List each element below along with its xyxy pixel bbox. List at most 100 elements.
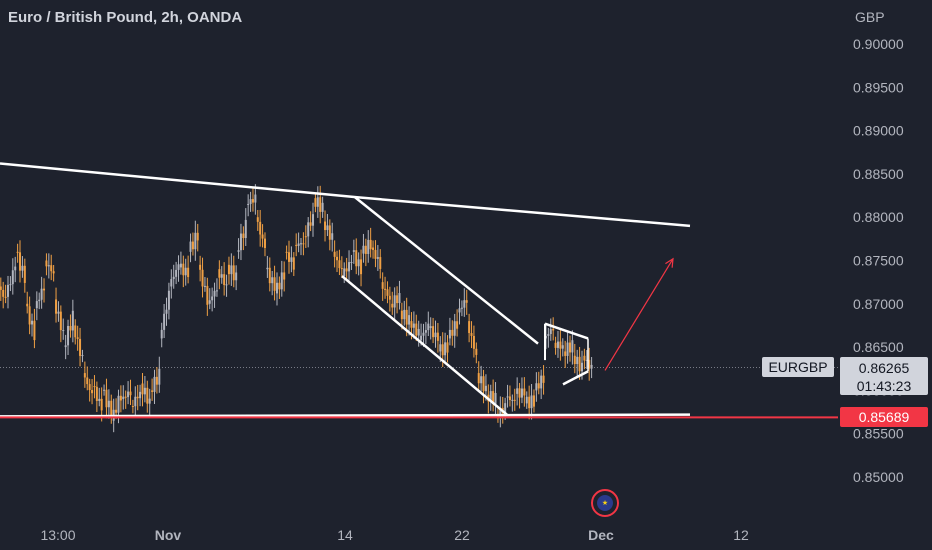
candle-body bbox=[564, 351, 567, 356]
candle-body bbox=[235, 272, 238, 281]
candle-body bbox=[554, 342, 557, 348]
candle-body bbox=[134, 396, 137, 407]
candle-body bbox=[508, 396, 511, 400]
candle-body bbox=[76, 337, 79, 339]
candle-body bbox=[16, 251, 19, 253]
candle-body bbox=[215, 290, 218, 292]
candle-body bbox=[122, 396, 125, 400]
candle-body bbox=[227, 264, 230, 275]
y-tick-label: 0.85500 bbox=[853, 426, 904, 442]
y-tick-label: 0.89500 bbox=[853, 79, 904, 95]
candle-body bbox=[50, 265, 53, 272]
candle-body bbox=[396, 295, 399, 304]
candle-body bbox=[19, 252, 22, 271]
candle-body bbox=[105, 389, 108, 408]
channel-lower-line bbox=[341, 275, 508, 416]
candle-body bbox=[316, 197, 319, 207]
candle-body bbox=[136, 396, 139, 399]
candle-body bbox=[247, 203, 250, 205]
candle-body bbox=[47, 265, 50, 267]
candle-body bbox=[194, 232, 197, 250]
x-tick-label: 14 bbox=[337, 527, 353, 543]
candle-body bbox=[429, 326, 432, 329]
candle-body bbox=[369, 239, 372, 250]
candle-body bbox=[453, 321, 456, 336]
candle-body bbox=[33, 320, 36, 341]
support-line bbox=[0, 413, 691, 418]
candle-body bbox=[348, 262, 351, 272]
candle-body bbox=[324, 221, 327, 231]
candle-body bbox=[376, 257, 379, 259]
candle-body bbox=[261, 234, 264, 239]
candle-body bbox=[460, 307, 463, 309]
candle-body bbox=[556, 341, 559, 348]
candle-body bbox=[504, 403, 507, 414]
candle-body bbox=[338, 260, 341, 269]
candle-body bbox=[309, 222, 312, 226]
x-tick-label: 13:00 bbox=[40, 527, 75, 543]
candle-body bbox=[540, 375, 543, 389]
candle-body bbox=[458, 308, 461, 313]
candle-body bbox=[230, 265, 233, 275]
candle-body bbox=[472, 335, 475, 349]
candle-body bbox=[566, 342, 569, 356]
candle-body bbox=[448, 329, 451, 339]
candle-body bbox=[571, 340, 574, 353]
y-tick-label: 0.88000 bbox=[853, 209, 904, 225]
candle-body bbox=[415, 323, 418, 336]
candle-body bbox=[444, 342, 447, 356]
candle-body bbox=[492, 391, 495, 404]
candle-body bbox=[208, 300, 211, 304]
candle-body bbox=[271, 277, 274, 284]
candle-body bbox=[203, 285, 206, 287]
candle-body bbox=[177, 264, 180, 270]
candle-body bbox=[355, 250, 358, 267]
candle-body bbox=[300, 243, 303, 245]
candle-body bbox=[520, 388, 523, 398]
candle-body bbox=[38, 299, 41, 302]
candle-body bbox=[290, 257, 293, 262]
candle-body bbox=[516, 388, 519, 394]
eu-flag-event-icon[interactable]: ★ bbox=[591, 489, 619, 517]
projection-arrow bbox=[604, 258, 674, 371]
candle-body bbox=[379, 257, 382, 269]
candle-body bbox=[494, 392, 497, 404]
candle-body bbox=[225, 284, 228, 286]
candle-body bbox=[468, 321, 471, 334]
candle-body bbox=[513, 399, 516, 401]
candle-body bbox=[432, 326, 435, 338]
candle-body bbox=[43, 288, 46, 291]
candle-body bbox=[398, 293, 401, 304]
candle-body bbox=[151, 390, 154, 392]
currency-label: GBP bbox=[855, 9, 885, 25]
candle-body bbox=[59, 311, 62, 331]
candle-body bbox=[103, 389, 106, 391]
current-price-value: 0.86265 bbox=[858, 360, 910, 376]
candle-body bbox=[287, 252, 290, 262]
candle-body bbox=[196, 232, 199, 241]
candle-body bbox=[552, 329, 555, 331]
candle-body bbox=[283, 272, 286, 280]
candle-body bbox=[295, 244, 298, 246]
candle-body bbox=[179, 263, 182, 268]
candle-body bbox=[420, 335, 423, 341]
candle-body bbox=[549, 329, 552, 334]
candle-body bbox=[45, 260, 48, 267]
x-tick-label: Dec bbox=[588, 527, 614, 543]
candle-body bbox=[523, 388, 526, 396]
candle-body bbox=[573, 355, 576, 365]
candle-body bbox=[251, 199, 254, 203]
candle-body bbox=[165, 309, 168, 314]
candle-body bbox=[170, 279, 173, 287]
candle-body bbox=[7, 284, 10, 297]
candle-body bbox=[480, 376, 483, 384]
candle-body bbox=[518, 388, 521, 398]
candle-body bbox=[357, 259, 360, 267]
candle-body bbox=[26, 303, 29, 307]
candle-body bbox=[393, 295, 396, 308]
candle-body bbox=[69, 325, 72, 331]
candle-body bbox=[434, 332, 437, 338]
candle-body bbox=[446, 342, 449, 353]
candle-body bbox=[422, 332, 425, 336]
